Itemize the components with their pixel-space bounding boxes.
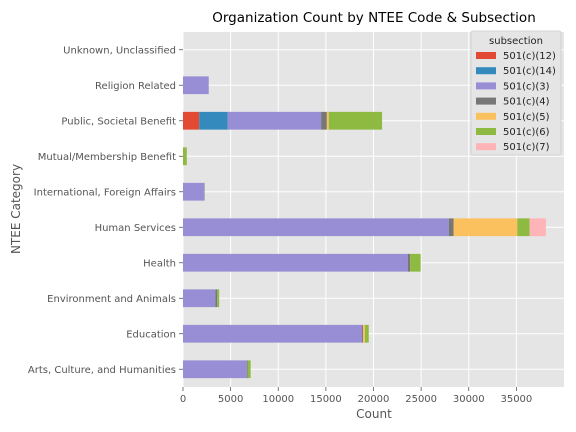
legend-title: subsection xyxy=(489,36,543,47)
y-tick-label: Mutual/Membership Benefit xyxy=(38,152,176,163)
x-tick-label: 30000 xyxy=(453,394,485,405)
legend-swatch xyxy=(476,67,496,75)
bar-segment xyxy=(217,289,220,308)
legend-label: 501(c)(3) xyxy=(503,81,550,92)
x-tick-label: 10000 xyxy=(262,394,294,405)
legend-swatch xyxy=(476,112,496,120)
x-tick-label: 15000 xyxy=(310,394,342,405)
bar-segment xyxy=(199,111,228,130)
legend: subsection 501(c)(12) 501(c)(14) 501(c)(3)… xyxy=(470,30,562,156)
x-tick-label: 20000 xyxy=(358,394,390,405)
x-tick-label: 35000 xyxy=(500,394,532,405)
bar-segment xyxy=(410,253,421,272)
legend-swatch xyxy=(476,82,496,90)
bar-segment xyxy=(448,218,454,237)
x-tick-label: 5000 xyxy=(218,394,243,405)
y-tick-label: Public, Societal Benefit xyxy=(61,116,176,127)
legend-swatch xyxy=(476,97,496,105)
bar-segment xyxy=(246,360,248,379)
bar-segment xyxy=(326,111,329,130)
y-tick-label: Environment and Animals xyxy=(47,294,176,305)
y-tick-label: Health xyxy=(143,258,176,269)
y-tick-label: Human Services xyxy=(95,223,176,234)
bar-segment xyxy=(183,360,247,379)
y-tick-labels: Arts, Culture, and Humanities Education En… xyxy=(28,45,183,376)
bar-segment xyxy=(529,218,546,237)
bar-segment xyxy=(227,111,322,130)
x-tick-labels: 0 5000 10000 15000 20000 25000 30000 35000 xyxy=(180,387,532,405)
bar-segment xyxy=(453,218,518,237)
legend-label: 501(c)(5) xyxy=(503,112,550,123)
bar-segment xyxy=(407,253,411,272)
bar-segment xyxy=(364,324,369,343)
y-tick-label: International, Foreign Affairs xyxy=(34,187,176,198)
x-tick-label: 25000 xyxy=(405,394,437,405)
chart-title: Organization Count by NTEE Code & Subsec… xyxy=(212,10,536,26)
x-tick-label: 0 xyxy=(180,394,186,405)
bar-segment xyxy=(363,324,365,343)
legend-label: 501(c)(7) xyxy=(503,142,550,153)
bar-segment xyxy=(183,182,204,201)
legend-label: 501(c)(4) xyxy=(503,97,550,108)
y-tick-label: Unknown, Unclassified xyxy=(63,45,176,56)
legend-label: 501(c)(12) xyxy=(503,51,556,62)
bar-segment xyxy=(183,289,216,308)
bar-segment xyxy=(517,218,530,237)
bar-segment xyxy=(247,360,251,379)
bar-segment xyxy=(362,324,364,343)
y-tick-label: Religion Related xyxy=(95,81,176,92)
legend-label: 501(c)(6) xyxy=(503,127,550,138)
bar-segment xyxy=(183,147,187,166)
y-axis-label: NTEE Category xyxy=(9,164,23,254)
bar-segment xyxy=(215,289,218,308)
bar-segment xyxy=(183,324,363,343)
y-tick-label: Education xyxy=(126,329,176,340)
legend-box xyxy=(470,30,562,156)
bar-segment xyxy=(183,111,200,130)
legend-label: 501(c)(14) xyxy=(503,66,556,77)
bar-segment xyxy=(183,218,449,237)
bar-segment xyxy=(183,253,408,272)
bar-segment xyxy=(183,76,209,95)
x-axis-label: Count xyxy=(356,407,392,421)
bars xyxy=(183,76,546,379)
bar-segment xyxy=(203,182,205,201)
legend-swatch xyxy=(476,143,496,151)
legend-swatch xyxy=(476,128,496,135)
bar-segment xyxy=(321,111,327,130)
y-tick-label: Arts, Culture, and Humanities xyxy=(28,365,176,376)
legend-swatch xyxy=(476,52,496,59)
bar-segment xyxy=(328,111,383,130)
